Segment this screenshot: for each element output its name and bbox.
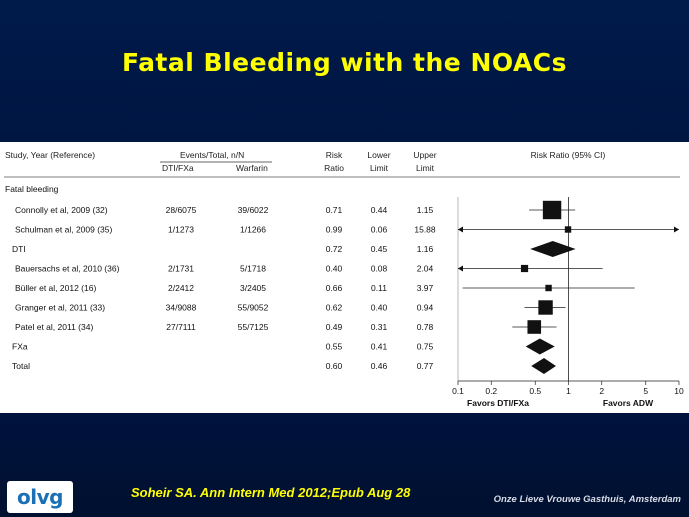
header-lower-limit: Limit [370,163,389,173]
header-events-total: Events/Total, n/N [180,150,244,160]
row-warfarin: 55/7125 [238,322,269,332]
row-upper-limit: 1.16 [417,244,434,254]
row-lower-limit: 0.11 [371,283,387,293]
row-upper-limit: 1.15 [417,205,434,215]
row-dti-fxa: 34/9088 [166,303,197,313]
row-dti-fxa: 1/1273 [168,225,194,235]
row-upper-limit: 15.88 [414,225,436,235]
row-lower-limit: 0.06 [371,225,388,235]
study-square [520,264,529,273]
x-tick-label: 0.1 [452,386,464,396]
x-tick-label: 0.5 [529,386,541,396]
row-lower-limit: 0.08 [371,264,388,274]
study-square [545,284,552,292]
row-dti-fxa: 2/2412 [168,283,194,293]
header-study: Study, Year (Reference) [5,150,95,160]
row-study: Total [12,361,30,371]
row-study: Granger et al, 2011 (33) [15,303,105,313]
header-upper-limit: Limit [416,163,435,173]
header-ratio: Ratio [324,163,344,173]
pooled-diamond [531,358,556,374]
row-lower-limit: 0.40 [371,303,388,313]
row-upper-limit: 0.78 [417,322,434,332]
x-tick-label: 2 [599,386,604,396]
citation: Soheir SA. Ann Intern Med 2012;Epub Aug … [131,485,411,500]
favors-right-label: Favors ADW [603,398,654,408]
row-dti-fxa: 28/6075 [166,205,197,215]
row-warfarin: 39/6022 [238,205,269,215]
favors-left-label: Favors DTI/FXa [467,398,529,408]
study-square [542,200,562,220]
study-square [538,300,553,315]
row-risk-ratio: 0.55 [326,342,343,352]
row-upper-limit: 0.94 [417,303,434,313]
study-square [564,226,572,233]
row-risk-ratio: 0.71 [326,205,343,215]
table-rows: Connolly et al, 2009 (32) 28/6075 39/6022 0… [12,205,436,371]
row-risk-ratio: 0.40 [326,264,343,274]
row-lower-limit: 0.41 [371,342,388,352]
ci-arrow [674,226,679,233]
row-lower-limit: 0.45 [371,244,388,254]
row-upper-limit: 0.77 [417,361,434,371]
row-risk-ratio: 0.49 [326,322,343,332]
row-study: Patel et al, 2011 (34) [15,322,93,332]
header-risk: Risk [326,150,343,160]
row-risk-ratio: 0.66 [326,283,343,293]
row-warfarin: 3/2405 [240,283,266,293]
x-tick-label: 10 [674,386,684,396]
forest-plot-area: 0.1 0.2 0.5 1 2 5 10 Favors DTI/FXa Favors ADW [452,197,684,408]
row-lower-limit: 0.46 [371,361,388,371]
pooled-diamond [525,338,555,355]
row-study: DTI [12,244,26,254]
row-warfarin: 5/1718 [240,264,266,274]
row-dti-fxa: 27/7111 [166,322,196,332]
ci-arrow [458,226,463,233]
row-study: Connolly et al, 2009 (32) [15,205,108,215]
row-upper-limit: 2.04 [417,264,434,274]
row-risk-ratio: 0.99 [326,225,343,235]
hospital-name: Onze Lieve Vrouwe Gasthuis, Amsterdam [493,494,681,505]
row-study: Bauersachs et al, 2010 (36) [15,264,120,274]
pooled-diamond [530,241,576,257]
header-dti-fxa: DTI/FXa [162,163,194,173]
row-study: Schulman et al, 2009 (35) [15,225,113,235]
row-warfarin: 1/1266 [240,225,266,235]
section-label: Fatal bleeding [5,184,59,194]
x-tick-label: 1 [566,386,571,396]
row-study: Büller et al, 2012 (16) [15,283,96,293]
row-risk-ratio: 0.62 [326,303,343,313]
slide-footer: olvg Soheir SA. Ann Intern Med 2012;Epub… [0,413,689,517]
x-tick-label: 5 [643,386,648,396]
row-lower-limit: 0.44 [371,205,388,215]
row-upper-limit: 3.97 [417,283,434,293]
x-tick-label: 0.2 [485,386,497,396]
row-dti-fxa: 2/1731 [168,264,194,274]
olvg-logo-text: olvg [17,485,63,509]
row-risk-ratio: 0.60 [326,361,343,371]
forest-plot-panel: Study, Year (Reference) Events/Total, n/… [0,142,689,413]
header-forest: Risk Ratio (95% CI) [531,150,606,160]
row-lower-limit: 0.31 [371,322,388,332]
row-study: FXa [12,342,28,352]
row-risk-ratio: 0.72 [326,244,343,254]
row-upper-limit: 0.75 [417,342,434,352]
forest-plot-svg: Study, Year (Reference) Events/Total, n/… [4,150,684,408]
olvg-logo: olvg [7,481,73,513]
header-lower: Lower [367,150,390,160]
ci-arrow [458,265,463,272]
header-upper: Upper [413,150,436,160]
row-warfarin: 55/9052 [238,303,269,313]
header-warfarin: Warfarin [236,163,268,173]
slide-title: Fatal Bleeding with the NOACs [121,48,568,77]
study-square [527,320,542,334]
